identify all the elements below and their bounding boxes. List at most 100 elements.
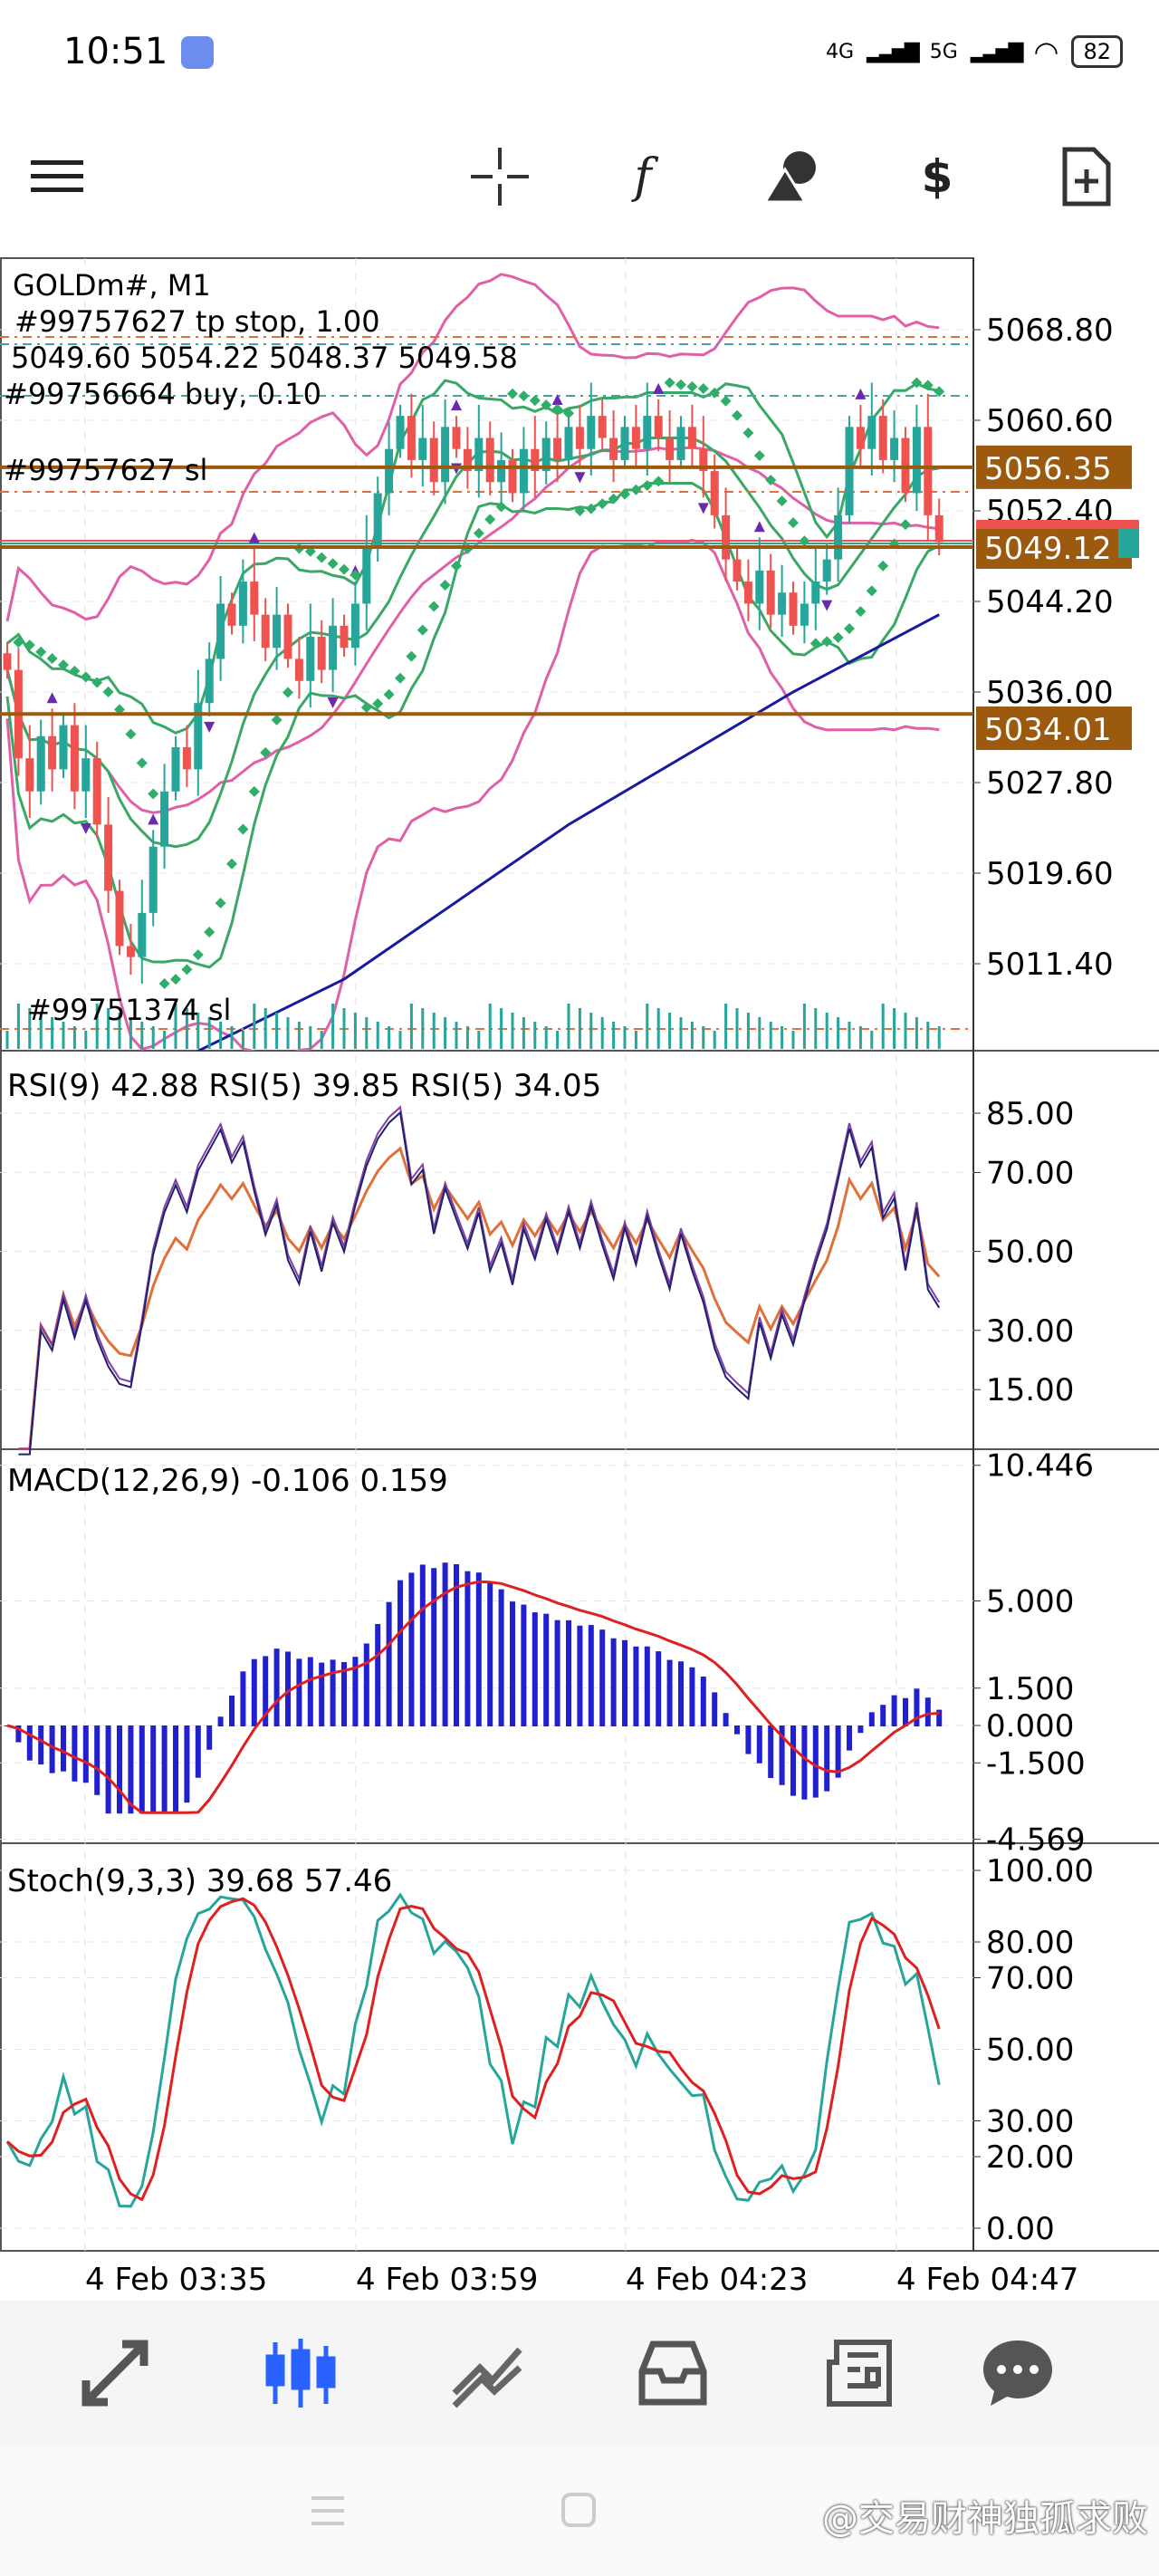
trade-icon[interactable]: $ (921, 150, 953, 203)
sar-dot (855, 606, 867, 618)
candle-body (25, 758, 34, 792)
macd-histogram-bar (82, 1725, 89, 1783)
volume-bar (578, 1008, 581, 1049)
history-icon[interactable] (635, 2335, 711, 2411)
ask-tag (1118, 529, 1139, 558)
sar-dot (395, 672, 406, 684)
volume-bar (28, 1008, 32, 1049)
sar-dot (80, 671, 91, 683)
crosshair-icon[interactable] (468, 145, 532, 208)
sar-dot (742, 428, 754, 439)
bollinger-outer-upper (5, 273, 940, 622)
volume-bar (39, 1013, 43, 1049)
objects-icon[interactable] (761, 145, 824, 208)
sar-dot (170, 974, 181, 985)
bollinger-outer-middle (5, 446, 940, 814)
chart-symbol: GOLDm#, M1 (13, 268, 211, 303)
sar-dot (24, 639, 35, 651)
macd-histogram-bar (341, 1662, 347, 1726)
sar-dot (69, 665, 81, 677)
volume-bar (95, 1004, 99, 1049)
macd-histogram-bar (857, 1725, 864, 1734)
sar-dot (563, 408, 574, 419)
candle-body (609, 437, 618, 460)
candle-body (912, 427, 921, 494)
sar-dot (799, 535, 810, 547)
quotes-icon[interactable] (263, 2335, 339, 2411)
candle-body (564, 427, 573, 460)
candle-body (306, 637, 315, 681)
recent-apps-icon[interactable] (308, 2493, 348, 2529)
macd-histogram-bar (790, 1725, 796, 1796)
fractal-up-marker (46, 692, 58, 704)
candle-body (867, 416, 876, 449)
chart-area[interactable]: GOLDm#, M1 #99757627 tp stop, 1.00 5049.… (0, 0, 1159, 2301)
macd-histogram-bar (307, 1657, 313, 1726)
volume-bar (118, 1013, 121, 1049)
macd-histogram-bar (408, 1572, 415, 1726)
volume-bar (781, 1026, 784, 1049)
candle-body (710, 471, 719, 515)
macd-histogram-bar (319, 1662, 325, 1726)
macd-histogram-bar (700, 1677, 706, 1726)
macd-histogram-bar (217, 1716, 224, 1726)
volume-bar (656, 1008, 660, 1049)
order-sl-label: #99757627 sl (4, 453, 207, 487)
volume-bar (388, 1026, 391, 1049)
sar-dot (900, 519, 911, 531)
candle-body (138, 912, 147, 957)
candle-body (283, 614, 292, 659)
candle-body (36, 735, 45, 792)
volume-bar (713, 1031, 716, 1049)
sar-dot (574, 505, 586, 516)
macd-histogram-bar (712, 1692, 718, 1726)
trade-icon[interactable] (77, 2335, 153, 2411)
candle-body (329, 625, 338, 670)
volume-bar (140, 1022, 144, 1049)
macd-histogram-bar (285, 1651, 291, 1726)
home-icon[interactable] (560, 2491, 598, 2529)
order-tp-label: #99757627 tp stop, 1.00 (14, 304, 380, 339)
rsi-tick-label: 85.00 (986, 1096, 1074, 1132)
candle-body (743, 582, 752, 604)
sar-dot (709, 387, 721, 399)
toolbar: f $ (0, 118, 1159, 226)
volume-bar (679, 1017, 683, 1049)
fractal-up-marker (653, 382, 665, 394)
candle-body (81, 758, 91, 792)
volume-bar (904, 1013, 907, 1049)
macd-histogram-bar (924, 1697, 931, 1726)
sar-dot (316, 552, 328, 563)
sar-dot (204, 927, 216, 938)
volume-bar (825, 1013, 829, 1049)
macd-histogram-bar (768, 1725, 774, 1779)
fractal-down-marker (327, 697, 339, 708)
fractal-down-marker (574, 472, 586, 484)
indicators-icon[interactable]: f (634, 149, 652, 204)
messages-icon[interactable] (980, 2335, 1056, 2411)
candle-body (70, 725, 79, 792)
stoch-header: Stoch(9,3,3) 39.68 57.46 (7, 1863, 392, 1899)
candle-body (553, 437, 562, 460)
sar-dot (406, 650, 417, 662)
volume-bar (937, 1026, 941, 1049)
battery-icon: 82 (1071, 35, 1123, 68)
macd-histogram-bar (251, 1658, 257, 1726)
candle-body (733, 559, 742, 582)
macd-histogram-bar (914, 1688, 920, 1726)
macd-histogram-bar (465, 1571, 471, 1726)
plots (0, 273, 973, 2208)
menu-icon[interactable] (25, 145, 89, 208)
level-label: 5034.01 (984, 712, 1112, 748)
chart-icon[interactable] (449, 2335, 525, 2411)
volume-bar (275, 1013, 279, 1049)
sar-dot (383, 688, 395, 700)
candle-body (160, 791, 169, 847)
new-order-icon[interactable] (1055, 145, 1118, 208)
macd-histogram-bar (554, 1620, 560, 1726)
volume-bar (612, 1022, 616, 1049)
macd-histogram-bar (442, 1562, 448, 1726)
main-plot (0, 273, 973, 1051)
news-icon[interactable] (820, 2335, 896, 2411)
sar-dot (439, 580, 451, 591)
